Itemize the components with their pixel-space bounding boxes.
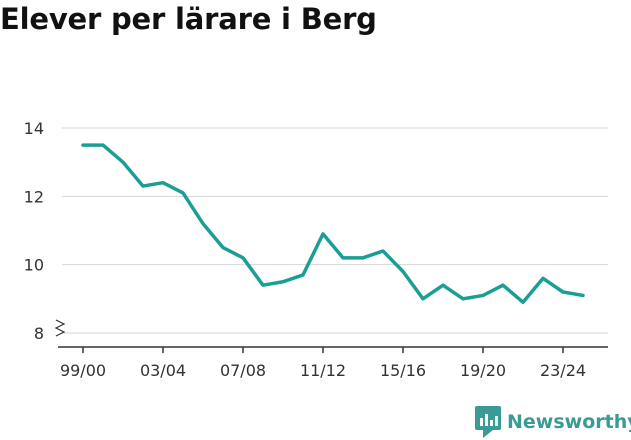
- x-tick-label: 03/04: [140, 361, 186, 380]
- y-tick-label: 12: [24, 187, 44, 206]
- brand-logo: Newsworthy: [475, 404, 631, 440]
- series-line: [81, 143, 585, 304]
- series-layer: [81, 143, 585, 304]
- x-tick-label: 15/16: [380, 361, 426, 380]
- x-tick-label: 19/20: [460, 361, 506, 380]
- x-tick-label: 23/24: [540, 361, 586, 380]
- y-axis-break: [54, 319, 66, 337]
- x-axis: 99/00 03/04 07/08 11/12 15/16 19/20 23/24: [58, 346, 608, 380]
- y-tick-label: 14: [24, 119, 44, 138]
- line-chart: 8 10 12 14 99/00 03/04 07/08 11/12 15/16 19/20 23…: [24, 119, 608, 380]
- grid-lines: [62, 127, 608, 334]
- y-tick-label: 8: [34, 324, 44, 343]
- chart-title: Elever per lärare i Berg: [0, 2, 377, 36]
- x-tick-label: 07/08: [220, 361, 266, 380]
- y-tick-label: 10: [24, 256, 44, 275]
- newsworthy-logo-icon: [475, 406, 501, 438]
- y-axis: 8 10 12 14: [24, 119, 66, 343]
- x-tick-label: 11/12: [300, 361, 346, 380]
- brand-name: Newsworthy: [507, 411, 631, 433]
- x-tick-label: 99/00: [60, 361, 106, 380]
